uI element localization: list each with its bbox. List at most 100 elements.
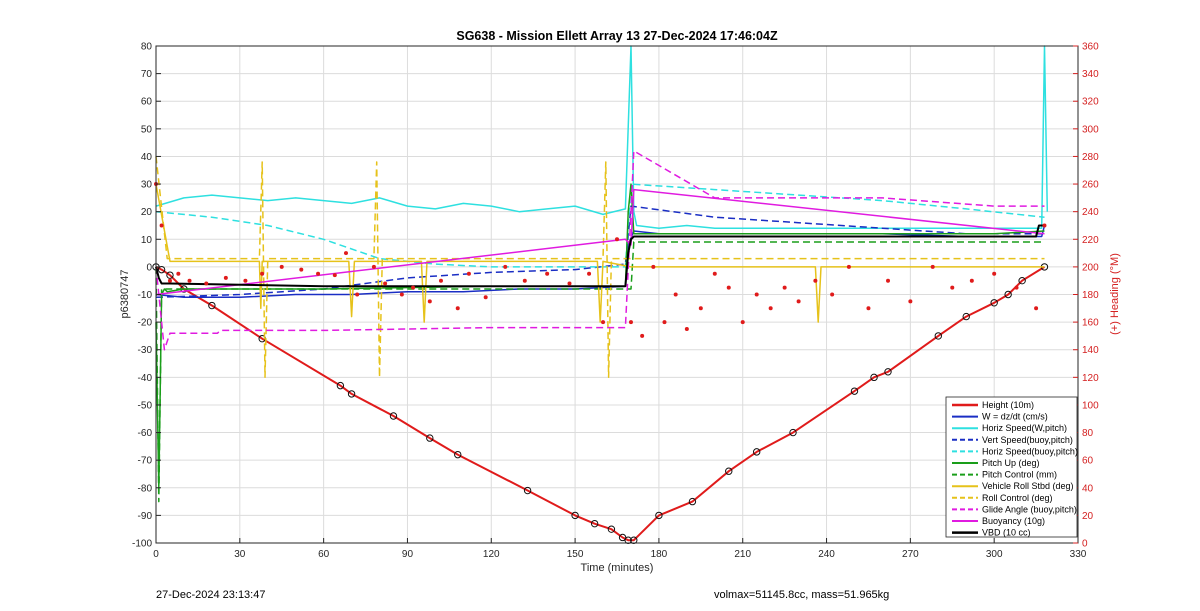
- x-tick-label: 240: [818, 549, 835, 560]
- heading-point: [159, 223, 164, 228]
- height-marker: [208, 301, 216, 310]
- legend-label: Pitch Up (deg): [982, 458, 1040, 468]
- heading-point: [438, 278, 443, 283]
- height-marker: [426, 434, 434, 442]
- heading-point: [204, 281, 209, 286]
- y2-tick-label: 60: [1082, 456, 1094, 467]
- x-tick-label: 150: [567, 549, 584, 560]
- y2-tick-label: 340: [1082, 69, 1099, 80]
- height-marker: [850, 387, 859, 395]
- y-tick-label: -10: [138, 290, 153, 301]
- heading-points: [154, 182, 1047, 338]
- heading-point: [726, 285, 731, 290]
- y2-tick-label: 0: [1082, 539, 1088, 550]
- heading-point: [455, 306, 460, 311]
- height-marker: [607, 525, 616, 533]
- heading-point: [187, 278, 192, 283]
- heading-point: [866, 306, 871, 311]
- series-line-7: [155, 183, 1045, 323]
- height-marker: [655, 511, 663, 520]
- height-marker: [725, 467, 733, 475]
- series-line-9: [155, 150, 1045, 351]
- heading-point: [886, 278, 891, 283]
- heading-point: [615, 237, 619, 242]
- height-marker: [336, 381, 345, 390]
- heading-point: [427, 299, 432, 304]
- y-tick-label: -50: [138, 400, 153, 411]
- heading-point: [567, 281, 572, 286]
- legend-label: Roll Control (deg): [982, 493, 1053, 503]
- heading-point: [1042, 223, 1047, 228]
- height-marker: [1018, 276, 1026, 285]
- series-layer: [152, 45, 1049, 544]
- legend-box: [945, 396, 1078, 538]
- heading-point: [930, 264, 935, 269]
- heading-point: [813, 278, 818, 283]
- heading-point: [740, 320, 745, 325]
- x-tick-label: 90: [402, 549, 414, 560]
- footer-summary: volmax=51145.8cc, mass=51.965kg: [714, 589, 890, 601]
- heading-point: [768, 306, 773, 311]
- heading-point: [969, 278, 974, 283]
- heading-point: [503, 264, 508, 269]
- y-axis-left: -100-90-80-70-60-50-40-30-20-10010203040…: [132, 42, 161, 550]
- height-marker: [752, 448, 761, 456]
- chart-title: SG638 - Mission Ellett Array 13 27-Dec-2…: [456, 29, 778, 43]
- heading-point: [243, 278, 248, 283]
- x-tick-label: 180: [651, 549, 668, 560]
- legend-label: Pitch Control (mm): [982, 470, 1057, 480]
- heading-point: [483, 295, 488, 300]
- legend-label: W = dz/dt (cm/s): [982, 412, 1048, 422]
- heading-point: [673, 292, 678, 297]
- x-tick-label: 120: [483, 549, 500, 560]
- legend-label: VBD (10 cc): [982, 528, 1031, 538]
- height-marker: [1004, 290, 1012, 299]
- height-marker: [523, 486, 532, 495]
- height-markers: [152, 263, 1049, 544]
- y-axis-right: 0 20 40 60 80 100 120 140 160 180 200 220 240 260 280 3…: [1073, 42, 1099, 550]
- y-tick-label: 10: [141, 235, 153, 246]
- series-line-6: [155, 241, 1045, 503]
- y-tick-label: -20: [138, 318, 153, 329]
- height-marker: [157, 265, 166, 274]
- x-axis: 0 30 60 90 120 150 180 210 240 270 300 330: [153, 538, 1087, 560]
- heading-point: [587, 271, 592, 276]
- legend-label: Vehicle Roll Stbd (deg): [982, 481, 1074, 491]
- y2-tick-label: 260: [1082, 180, 1099, 191]
- y-tick-label: -40: [138, 373, 153, 384]
- height-marker: [590, 519, 599, 528]
- y-axis-label: p6380747: [119, 270, 131, 319]
- legend-label: Horiz Speed(W,pitch): [982, 423, 1067, 433]
- y-tick-label: 0: [146, 262, 152, 273]
- heading-point: [299, 267, 304, 272]
- heading-point: [1014, 285, 1019, 290]
- heading-point: [176, 271, 181, 276]
- heading-point: [1034, 306, 1039, 311]
- heading-point: [830, 292, 835, 297]
- y-tick-label: 70: [141, 69, 153, 80]
- legend-label: Horiz Speed(buoy,pitch): [982, 446, 1078, 456]
- y2-tick-label: 200: [1082, 262, 1099, 273]
- heading-point: [796, 299, 801, 304]
- legend-label: Height (10m): [982, 400, 1034, 410]
- heading-point: [260, 271, 265, 276]
- footer-timestamp: 27-Dec-2024 23:13:47: [156, 589, 266, 601]
- y2-tick-label: 240: [1082, 207, 1099, 218]
- heading-point: [316, 271, 321, 276]
- series-line-4: [155, 183, 1045, 268]
- height-marker: [389, 412, 398, 420]
- heading-point: [651, 264, 656, 269]
- y2-tick-label: 220: [1082, 235, 1099, 246]
- heading-point: [754, 292, 759, 297]
- x-tick-label: 60: [318, 549, 330, 560]
- y-tick-label: 40: [141, 152, 153, 163]
- heading-point: [355, 292, 360, 297]
- y-tick-label: -80: [138, 483, 153, 494]
- y-tick-label: -60: [138, 428, 153, 439]
- y-tick-label: 60: [141, 97, 153, 108]
- y2-tick-label: 300: [1082, 124, 1099, 135]
- x-tick-label: 270: [902, 549, 919, 560]
- height-marker: [454, 450, 462, 459]
- height-marker: [789, 428, 797, 437]
